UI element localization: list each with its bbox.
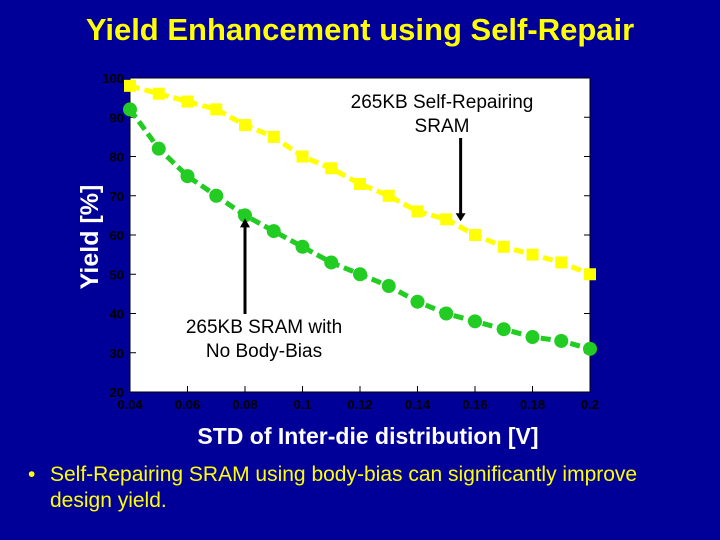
point-self-repair: [440, 213, 453, 226]
arrow-head-icon: [240, 218, 250, 228]
point-no-body-bias: [209, 188, 224, 203]
y-tick-label: 30: [110, 346, 124, 361]
point-self-repair: [152, 87, 165, 100]
point-self-repair: [584, 268, 596, 281]
bullet-item: • Self-Repairing SRAM using body-bias ca…: [28, 462, 698, 514]
point-no-body-bias: [324, 255, 339, 270]
chart-svg: 20 30 40 50 60 70 80 90 100 0.04 0.06 0.08 0.1 0.12 0.…: [76, 71, 599, 449]
point-no-body-bias: [353, 267, 367, 282]
point-self-repair: [181, 95, 194, 108]
series-line-self-repair: [129, 83, 591, 277]
point-no-body-bias: [525, 330, 540, 345]
yield-chart: 20 30 40 50 60 70 80 90 100 0.04 0.06 0.08 0.1 0.12 0.…: [76, 71, 599, 449]
x-tick-label: 0.06: [175, 397, 200, 412]
x-tick-label: 0.08: [232, 397, 257, 412]
point-self-repair: [382, 189, 395, 202]
point-no-body-bias: [468, 314, 482, 329]
x-tick-label: 0.04: [117, 397, 143, 412]
point-self-repair: [497, 240, 510, 253]
point-no-body-bias: [554, 333, 569, 348]
point-no-body-bias: [123, 102, 137, 117]
point-no-body-bias: [410, 294, 425, 309]
point-self-repair: [411, 205, 424, 218]
annotation-line: No Body-Bias: [206, 341, 322, 362]
point-no-body-bias: [583, 341, 597, 356]
y-tick-label: 90: [110, 110, 124, 125]
point-self-repair: [296, 150, 309, 163]
annotation-line: 265KB Self-Repairing: [351, 92, 534, 113]
annotation-line: SRAM: [415, 116, 470, 137]
point-no-body-bias: [381, 279, 396, 294]
y-tick-label: 60: [110, 228, 124, 243]
point-self-repair: [354, 177, 366, 190]
x-tick-label: 0.16: [462, 397, 487, 412]
point-self-repair: [239, 119, 251, 132]
point-no-body-bias: [266, 224, 281, 239]
y-tick-label: 50: [110, 267, 124, 282]
point-self-repair: [124, 79, 136, 92]
point-no-body-bias: [238, 208, 252, 223]
x-tick-label: 0.14: [405, 397, 431, 412]
axes: 20 30 40 50 60 70 80 90 100 0.04 0.06 0.08 0.1 0.12 0.…: [102, 71, 599, 412]
y-tick-label: 70: [110, 189, 124, 204]
annotation-layer: 265KB Self-Repairing SRAM 265KB SRAM with N…: [186, 92, 534, 362]
bullet-dot-icon: •: [28, 463, 36, 486]
point-no-body-bias: [439, 306, 454, 321]
point-self-repair: [267, 130, 280, 143]
point-no-body-bias: [496, 322, 511, 337]
x-tick-label: 0.18: [520, 397, 545, 412]
point-self-repair: [526, 248, 539, 261]
bullet-text: Self-Repairing SRAM using body-bias can …: [50, 463, 638, 512]
arrow-head-icon: [455, 213, 466, 222]
annotation-line: 265KB SRAM with: [186, 317, 342, 338]
point-no-body-bias: [151, 141, 166, 156]
series-layer: [123, 79, 597, 356]
y-tick-label: 40: [110, 307, 124, 322]
y-axis-label: Yield [%]: [76, 185, 104, 290]
y-tick-label: 100: [102, 71, 124, 86]
plot-area: [129, 77, 591, 393]
point-self-repair: [210, 103, 223, 116]
y-tick-label: 20: [110, 385, 124, 400]
annotation-self-repair: 265KB Self-Repairing SRAM: [351, 92, 534, 137]
slide-title: Yield Enhancement using Self-Repair: [85, 12, 635, 47]
point-no-body-bias: [295, 239, 310, 254]
point-self-repair: [325, 162, 338, 175]
x-axis-label: STD of Inter-die distribution [V]: [197, 423, 538, 449]
y-tick-label: 80: [110, 150, 124, 165]
point-no-body-bias: [180, 169, 195, 184]
x-tick-label: 0.2: [581, 397, 599, 412]
point-self-repair: [555, 256, 568, 269]
x-tick-label: 0.1: [293, 397, 311, 412]
point-self-repair: [469, 229, 481, 241]
x-tick-label: 0.12: [347, 397, 372, 412]
annotation-no-body-bias: 265KB SRAM with No Body-Bias: [186, 317, 342, 362]
